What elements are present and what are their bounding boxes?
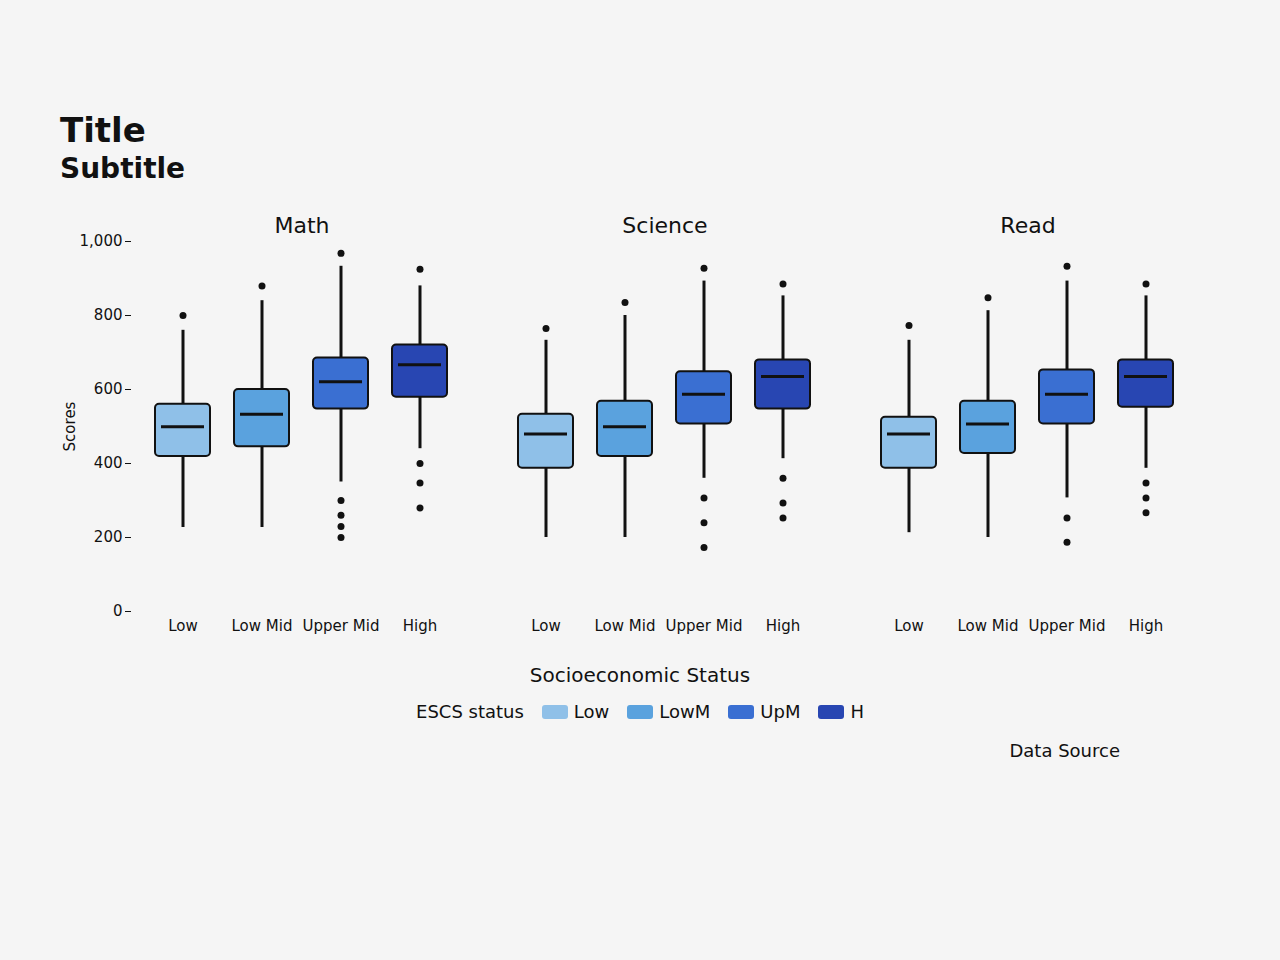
svg-text:Upper Mid: Upper Mid	[1029, 617, 1106, 635]
html-text:H: H	[850, 701, 864, 722]
svg-text:Math: Math	[274, 213, 329, 238]
svg-text:High: High	[403, 617, 437, 635]
html-text:LowM: LowM	[659, 701, 711, 722]
svg-text:Low Mid: Low Mid	[595, 617, 656, 635]
html-text:Socioeconomic Status: Socioeconomic Status	[529, 663, 751, 687]
svg-text:200: 200	[94, 528, 123, 546]
svg-text:Low Mid: Low Mid	[232, 617, 293, 635]
html-text:UpM: UpM	[760, 701, 801, 722]
svg-text:0: 0	[113, 602, 123, 620]
svg-text:Low Mid: Low Mid	[958, 617, 1019, 635]
html-text:Data Source: Data Source	[1009, 740, 1120, 761]
svg-text:Scores: Scores	[61, 401, 79, 451]
svg-text:Read: Read	[1000, 213, 1055, 238]
svg-text:400: 400	[94, 454, 123, 472]
svg-text:Low: Low	[168, 617, 198, 635]
html-text:Title: Title	[60, 110, 146, 150]
svg-text:High: High	[766, 617, 800, 635]
svg-text:Upper Mid: Upper Mid	[666, 617, 743, 635]
html-text:Subtitle: Subtitle	[60, 152, 186, 185]
html-text:ESCS status: ESCS status	[416, 701, 524, 722]
svg-text:800: 800	[94, 306, 123, 324]
svg-text:Science: Science	[622, 213, 707, 238]
svg-text:1,000: 1,000	[80, 232, 123, 250]
svg-text:High: High	[1129, 617, 1163, 635]
svg-text:Low: Low	[531, 617, 561, 635]
svg-text:Low: Low	[894, 617, 924, 635]
svg-text:600: 600	[94, 380, 123, 398]
html-text:Low: Low	[573, 701, 610, 722]
svg-text:Upper Mid: Upper Mid	[303, 617, 380, 635]
